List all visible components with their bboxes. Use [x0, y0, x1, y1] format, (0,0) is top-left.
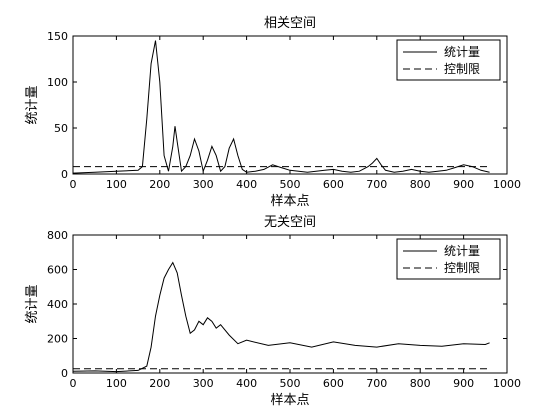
x-tick-label: 200	[149, 178, 170, 191]
statistic-line	[72, 261, 490, 373]
x-tick-label: 1000	[493, 377, 521, 390]
statistic-line	[72, 40, 490, 174]
x-tick-label: 500	[280, 178, 301, 191]
x-tick-label: 800	[410, 178, 431, 191]
x-tick-label: 400	[236, 178, 257, 191]
legend-label: 控制限	[444, 261, 480, 275]
y-tick-label: 0	[61, 168, 68, 181]
x-tick-label: 700	[366, 178, 387, 191]
x-tick-label: 1000	[493, 178, 521, 191]
y-tick-label: 600	[47, 264, 68, 277]
x-tick-label: 600	[323, 377, 344, 390]
y-axis-label: 统计量	[25, 85, 40, 124]
x-tick-label: 600	[323, 178, 344, 191]
x-tick-label: 300	[193, 178, 214, 191]
x-tick-label: 100	[106, 377, 127, 390]
x-tick-label: 800	[410, 377, 431, 390]
x-axis-label: 样本点	[270, 194, 309, 209]
chart-title: 相关空间	[264, 16, 316, 31]
x-tick-label: 400	[236, 377, 257, 390]
x-tick-label: 700	[366, 377, 387, 390]
legend-label: 统计量	[444, 45, 480, 59]
x-tick-label: 100	[106, 178, 127, 191]
legend-label: 控制限	[444, 62, 480, 76]
x-tick-label: 0	[70, 178, 77, 191]
x-tick-label: 500	[280, 377, 301, 390]
y-tick-label: 200	[47, 333, 68, 346]
y-tick-label: 800	[47, 229, 68, 242]
y-tick-label: 100	[47, 76, 68, 89]
y-tick-label: 150	[47, 30, 68, 43]
x-tick-label: 0	[70, 377, 77, 390]
legend-box	[396, 39, 501, 81]
legend-box	[396, 238, 501, 280]
y-tick-label: 400	[47, 298, 68, 311]
x-tick-label: 900	[453, 178, 474, 191]
y-tick-label: 50	[54, 122, 68, 135]
plot-bottom: 0 100 200 300 400 500 600 700 800 900 1000 0 200 400 6…	[25, 215, 521, 408]
x-axis-label: 样本点	[270, 393, 309, 408]
plot-top: 0 100 200 300 400 500 600 700 800 900 1000 0 50 100 15…	[25, 16, 521, 209]
y-axis-label: 统计量	[25, 284, 40, 323]
x-tick-label: 300	[193, 377, 214, 390]
y-tick-label: 0	[61, 367, 68, 380]
chart-title: 无关空间	[264, 215, 316, 230]
legend-label: 统计量	[444, 244, 480, 258]
x-tick-label: 200	[149, 377, 170, 390]
x-tick-label: 900	[453, 377, 474, 390]
